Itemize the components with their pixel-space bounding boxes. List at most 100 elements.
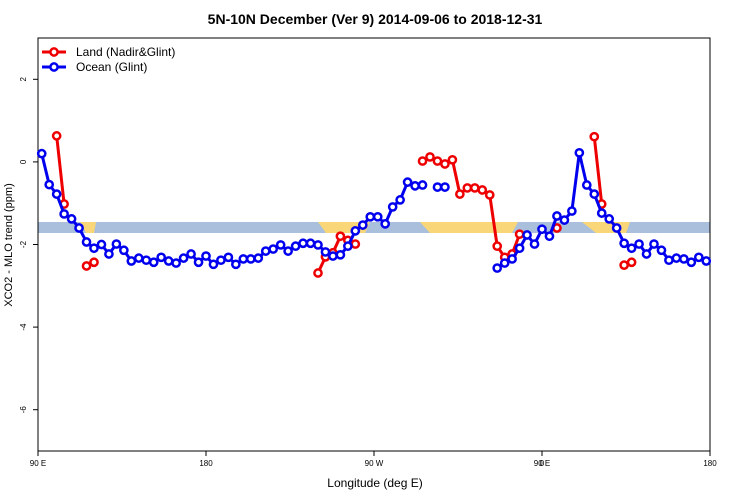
data-point (701, 256, 712, 266)
legend: Land (Nadir&Glint)Ocean (Glint) (42, 45, 175, 74)
x-tick-label: 180 (199, 459, 213, 468)
data-point (223, 252, 234, 263)
data-point (492, 241, 503, 252)
data-point (522, 230, 532, 240)
data-point (417, 156, 428, 166)
data-point (156, 252, 167, 263)
data-point (641, 249, 652, 259)
data-point (365, 211, 376, 222)
plot-frame (37, 37, 711, 452)
chart-title: 5N-10N December (Ver 9) 2014-09-06 to 20… (208, 11, 543, 27)
data-point (469, 183, 480, 193)
data-point (104, 249, 114, 259)
x-tick-label: 0 (540, 459, 545, 468)
data-point (372, 211, 383, 222)
data-point (44, 179, 55, 190)
data-point (74, 223, 84, 233)
data-point (514, 243, 525, 254)
data-point (357, 220, 368, 230)
data-point (537, 224, 547, 235)
data-point (283, 246, 293, 256)
data-point (380, 219, 391, 229)
data-point (313, 240, 323, 250)
y-tick-label: 0 (19, 159, 28, 164)
y-axis-label: XCO2 - MLO trend (ppm) (3, 183, 15, 306)
series (51, 131, 637, 278)
series-line (40, 152, 707, 270)
data-point (328, 251, 338, 261)
data-point (693, 252, 704, 263)
data-point (440, 182, 450, 192)
data-point (574, 147, 585, 158)
data-point (544, 231, 555, 242)
data-point (320, 247, 331, 257)
data-point (626, 257, 637, 268)
data-point (604, 214, 615, 224)
legend-label: Land (Nadir&Glint) (76, 45, 175, 59)
data-point (245, 254, 256, 264)
data-point (96, 239, 107, 250)
data-point (671, 253, 682, 263)
x-axis-label: Longitude (deg E) (327, 476, 422, 490)
data-point (432, 182, 443, 192)
data-point (119, 245, 129, 256)
data-point (552, 211, 562, 221)
data-point (126, 256, 137, 266)
data-point (313, 268, 323, 278)
data-point (417, 180, 428, 190)
data-point (51, 131, 62, 141)
data-point (216, 255, 226, 266)
data-point (649, 239, 659, 249)
data-point (581, 180, 592, 190)
x-tick-label: 90 W (365, 459, 384, 468)
y-tick-label: -6 (19, 406, 28, 414)
data-point (343, 241, 353, 252)
data-point (440, 159, 450, 169)
data-point (148, 257, 159, 268)
data-point (141, 255, 152, 266)
data-point (89, 257, 99, 268)
data-point (395, 195, 405, 205)
data-point (432, 156, 443, 166)
data-point (335, 231, 346, 242)
data-point (89, 243, 99, 254)
data-point (268, 244, 279, 254)
x-tick-label: 90 E (30, 459, 46, 468)
data-point (425, 152, 435, 162)
data-point (305, 238, 316, 249)
data-point (163, 256, 174, 266)
data-point (208, 259, 219, 270)
data-point (133, 253, 144, 263)
data-point (514, 229, 525, 240)
data-point (589, 131, 600, 142)
data-point (619, 260, 629, 270)
data-point (253, 253, 264, 263)
data-point (447, 154, 458, 165)
data-point (507, 254, 517, 264)
data-point (81, 261, 92, 271)
data-point (679, 254, 689, 264)
data-point (387, 202, 398, 212)
data-point (171, 258, 181, 268)
data-point (656, 245, 667, 256)
data-point (275, 240, 286, 250)
data-point (410, 181, 420, 191)
data-point (290, 241, 301, 252)
series (36, 147, 712, 273)
data-point (81, 237, 92, 247)
data-point (66, 214, 77, 224)
data-point (59, 209, 69, 219)
data-point (51, 189, 62, 199)
data-point (350, 239, 361, 249)
legend-marker (49, 47, 59, 57)
data-point (178, 253, 189, 263)
data-point (231, 259, 241, 270)
data-point (492, 263, 503, 273)
data-point (567, 206, 577, 216)
data-point (36, 148, 47, 159)
data-point (529, 239, 540, 249)
data-point (260, 246, 271, 256)
x-tick-label: 180 (703, 459, 717, 468)
data-point (455, 189, 465, 199)
